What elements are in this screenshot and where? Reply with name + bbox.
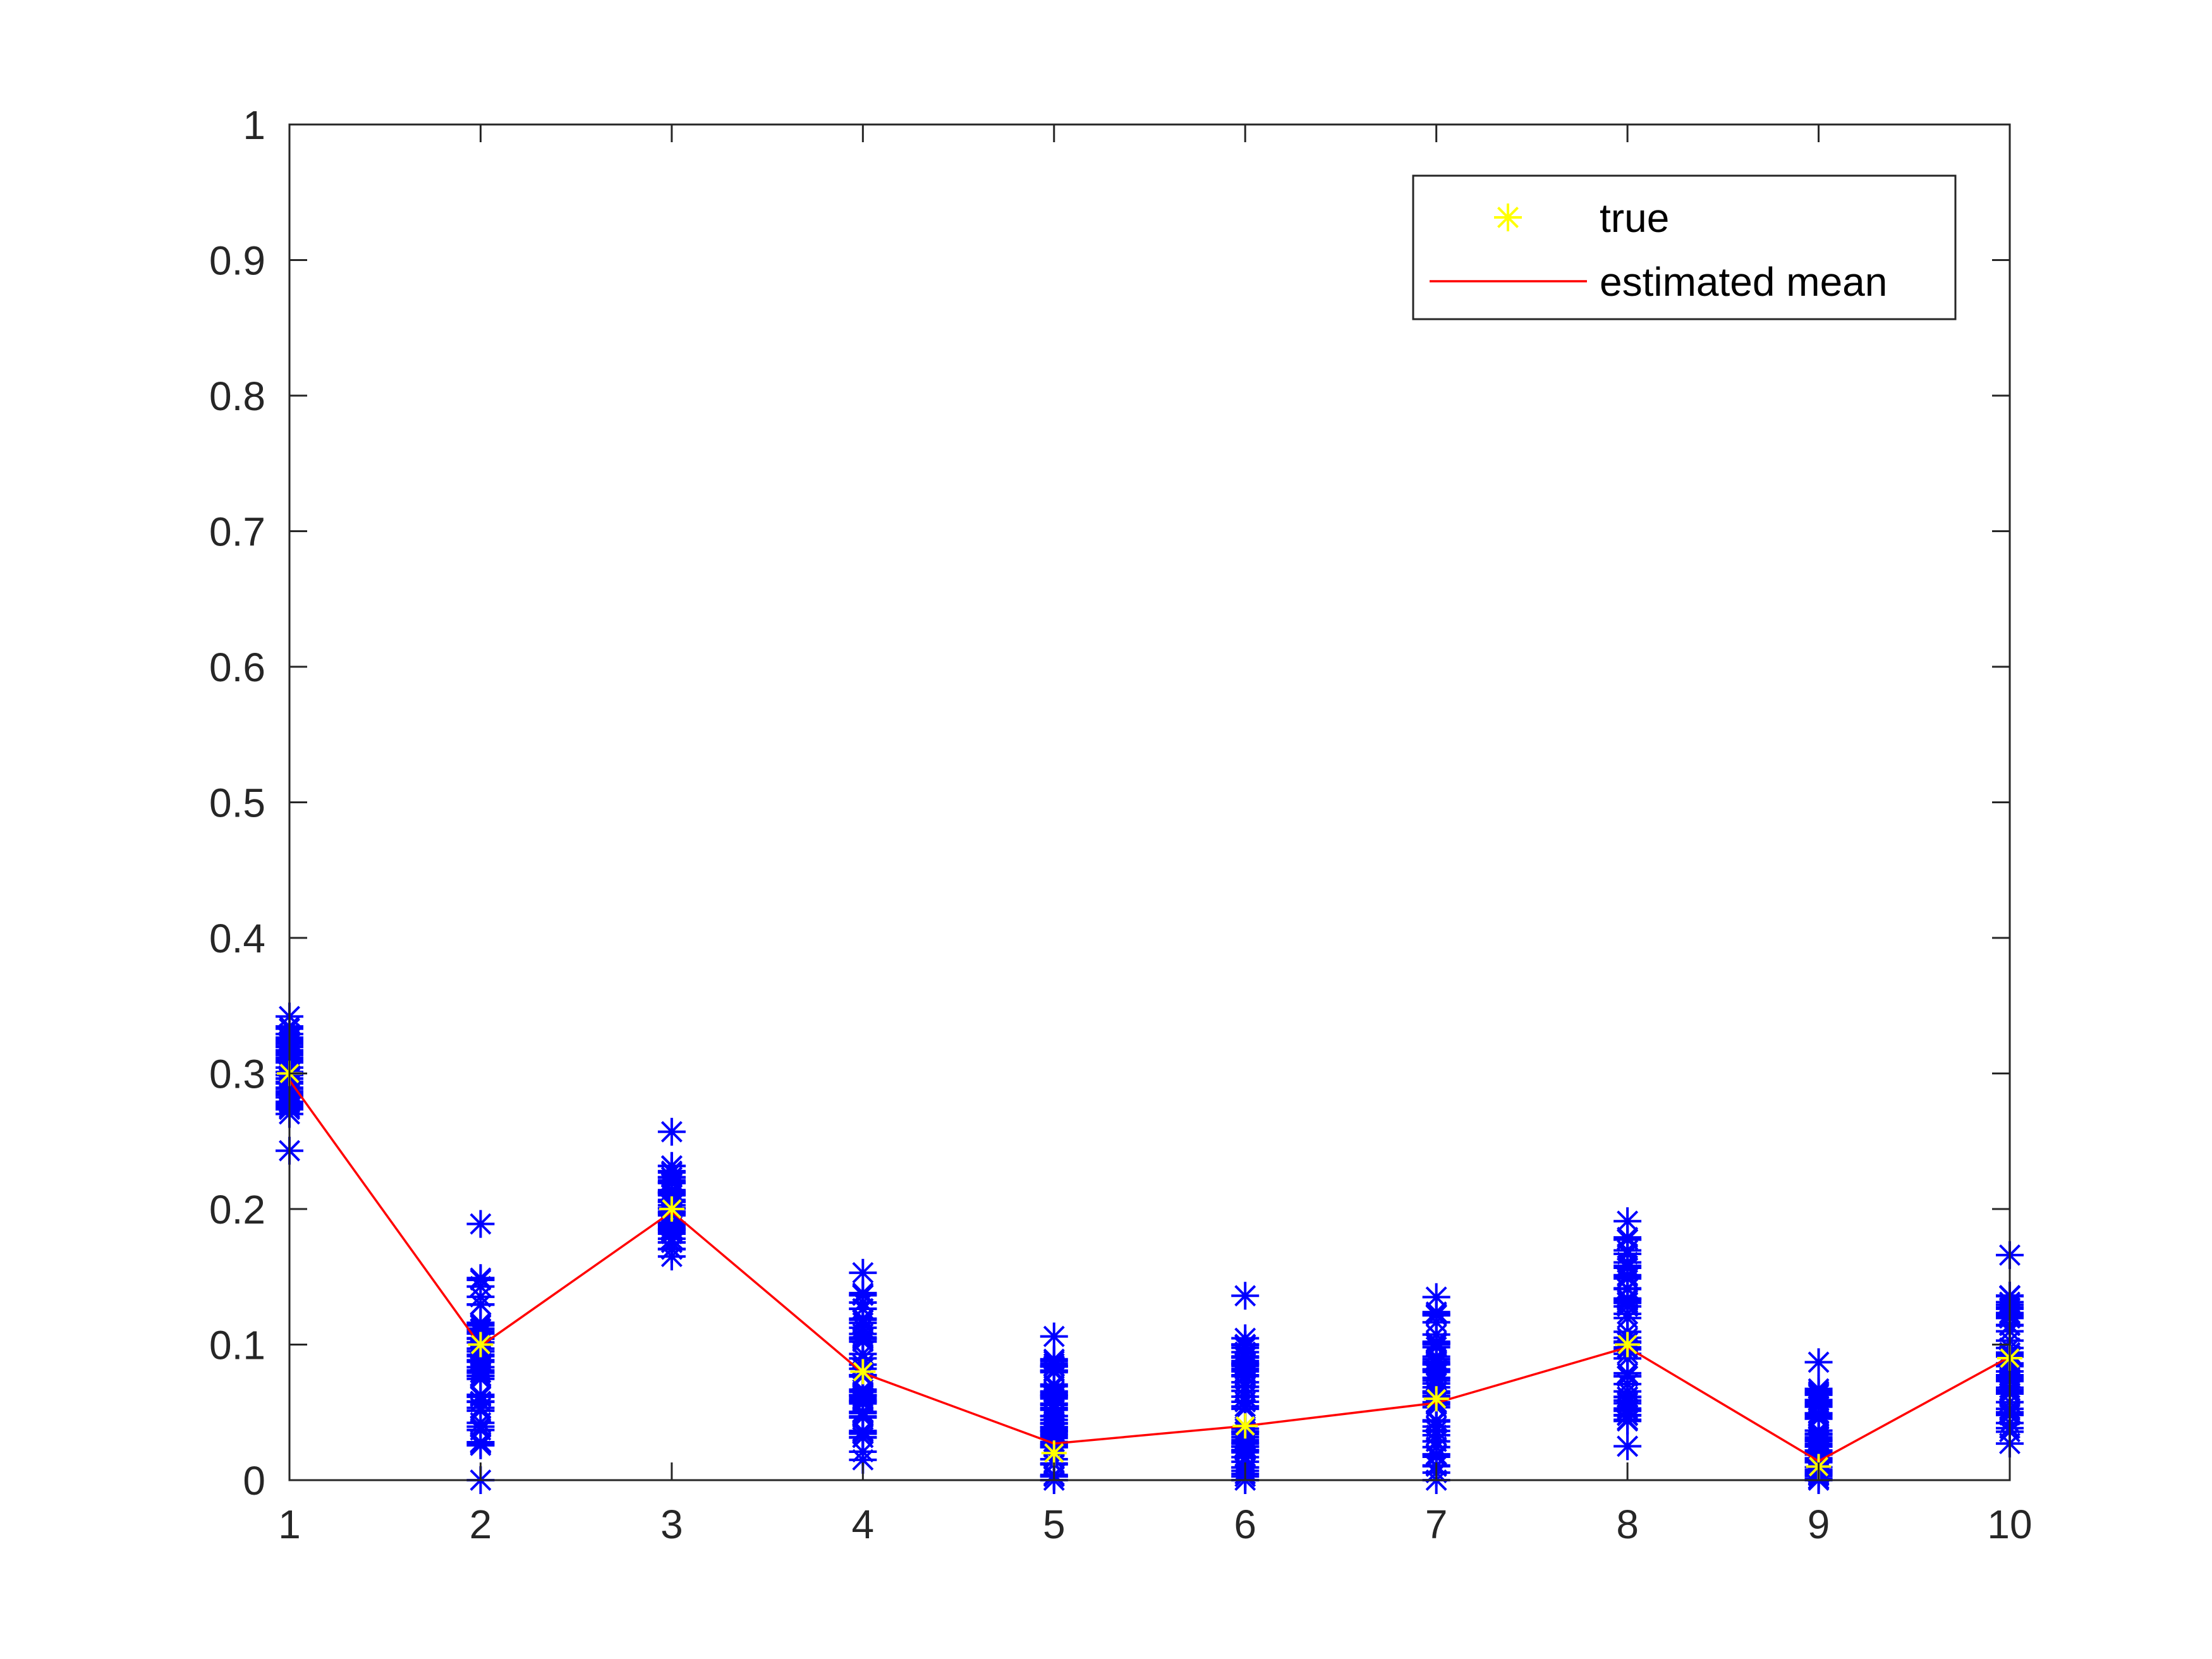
sample-point [1422,1300,1450,1328]
sample-point [849,1389,877,1418]
sample-point [466,1397,495,1425]
x-tick-label: 4 [852,1502,875,1547]
sample-point [1040,1384,1068,1413]
sample-point [657,1117,686,1146]
sample-point [466,1311,495,1340]
x-tick-label: 6 [1234,1502,1256,1547]
x-tick-label: 2 [470,1502,492,1547]
sample-point [1422,1330,1450,1359]
axes-layer: 1 2 3 4 5 6 7 8 9 10 0 0.1 0.2 0.3 0.4 0.5 0.6 0.7 0.8 0.9 1 [209,102,2033,1547]
y-tick-label: 0.1 [209,1323,265,1368]
y-tick-label: 1 [243,102,265,148]
legend-true-marker [1494,204,1522,231]
x-tick-label: 7 [1425,1502,1448,1547]
true-point [850,1359,876,1385]
legend-true-label: true [1600,195,1669,241]
sample-point [1231,1428,1260,1457]
x-tick-label: 9 [1808,1502,1830,1547]
sample-point [466,1362,495,1390]
sample-point [1231,1331,1260,1359]
y-tick-label: 0.9 [209,238,265,284]
estimated-mean-layer [288,1079,2010,1462]
y-tick-label: 0.4 [209,916,265,961]
y-tick-label: 0.7 [209,509,265,555]
estimated-mean-line [288,1079,2010,1462]
sample-point [466,1430,495,1458]
x-tick-label: 1 [278,1502,301,1547]
sample-column-4 [849,1258,877,1474]
sample-point [1422,1406,1450,1435]
x-tick-label: 8 [1616,1502,1639,1547]
sample-column-3 [657,1117,686,1271]
true-point [468,1332,494,1358]
sample-point [1613,1432,1642,1461]
sample-point [1613,1286,1642,1315]
y-tick-label: 0.3 [209,1052,265,1097]
true-point [1232,1413,1258,1439]
legend-box [1412,174,1957,320]
true-point [1615,1332,1641,1358]
sample-point [1231,1373,1260,1401]
sample-point [1040,1409,1068,1437]
sample-point [1422,1442,1450,1471]
sample-point [1804,1375,1833,1403]
true-point [1041,1440,1067,1466]
x-tick-label: 3 [660,1502,683,1547]
sample-point [1804,1423,1833,1452]
y-tick-label: 0.6 [209,645,265,690]
sample-point [1804,1348,1833,1376]
y-tick-label: 0.2 [209,1187,265,1232]
sample-point [849,1306,877,1334]
y-tick-label: 0 [243,1458,265,1504]
legend: true estimated mean [1412,174,1957,320]
y-tick-label: 0.8 [209,374,265,419]
y-tick-label: 0.5 [209,781,265,826]
sample-point [1040,1357,1068,1385]
legend-mean-label: estimated mean [1600,259,1887,305]
true-point [659,1196,684,1222]
sample-point [1422,1364,1450,1392]
x-tick-label: 5 [1043,1502,1066,1547]
sample-point [1613,1248,1642,1277]
sample-point [466,1210,495,1238]
sample-point [1613,1377,1642,1406]
true-point [1423,1386,1449,1412]
x-tick-label: 10 [1987,1502,2032,1547]
sample-point [1231,1282,1260,1310]
sample-point [849,1280,877,1309]
sample-point [1231,1349,1260,1378]
